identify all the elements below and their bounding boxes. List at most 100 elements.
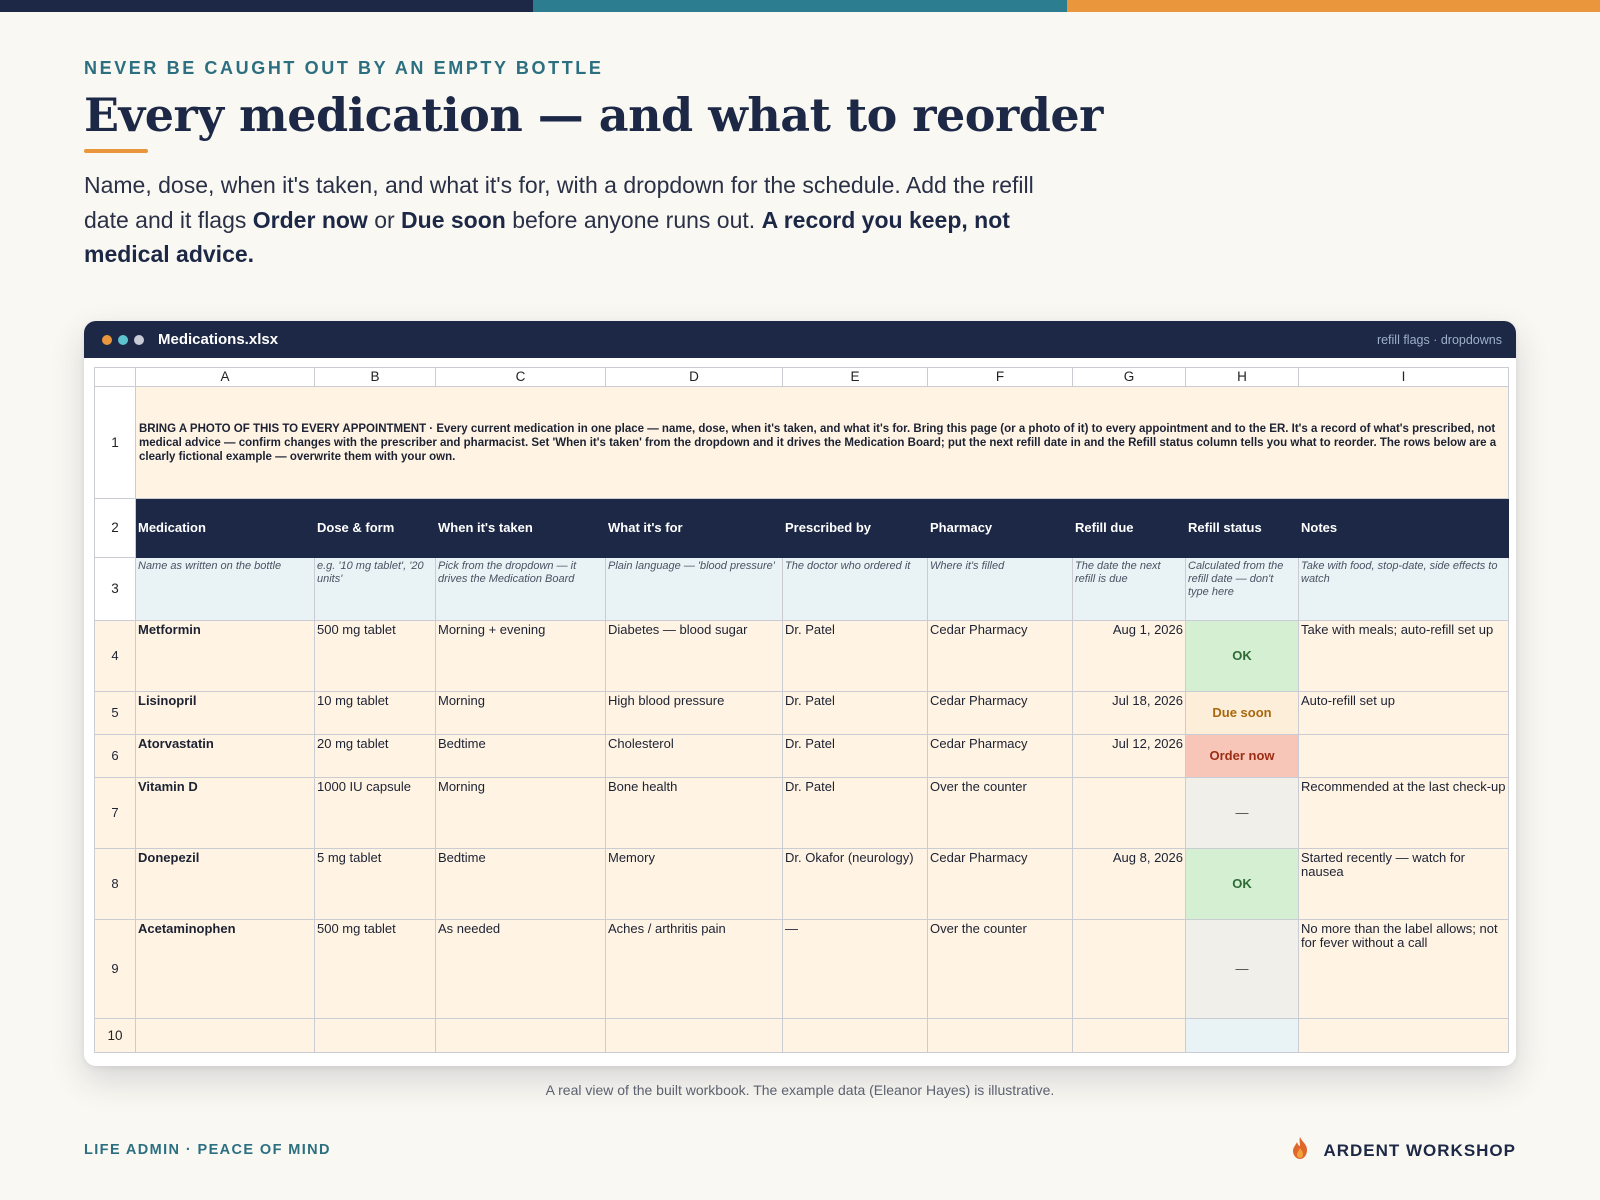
cell-purpose[interactable]: Memory: [605, 848, 783, 920]
row-number[interactable]: 2: [94, 498, 136, 558]
cell-purpose[interactable]: Bone health: [605, 777, 783, 849]
row-number[interactable]: 4: [94, 620, 136, 692]
status-badge[interactable]: Order now: [1185, 734, 1299, 778]
header-medication[interactable]: Medication: [135, 498, 315, 558]
cell-medication[interactable]: Vitamin D: [135, 777, 315, 849]
cell-when-dropdown[interactable]: Bedtime: [435, 848, 606, 920]
row-number[interactable]: 7: [94, 777, 136, 849]
cell-prescriber[interactable]: Dr. Patel: [782, 777, 928, 849]
cell-when-dropdown[interactable]: As needed: [435, 919, 606, 1019]
banner-cell[interactable]: BRING A PHOTO OF THIS TO EVERY APPOINTME…: [135, 386, 1509, 499]
cell-pharmacy[interactable]: Cedar Pharmacy: [927, 620, 1073, 692]
header-when[interactable]: When it's taken: [435, 498, 606, 558]
empty-cell[interactable]: [1185, 1018, 1299, 1053]
window-dot-orange[interactable]: [102, 334, 112, 345]
status-badge[interactable]: —: [1185, 919, 1299, 1019]
cell-dose[interactable]: 1000 IU capsule: [314, 777, 436, 849]
cell-notes[interactable]: Recommended at the last check-up: [1298, 777, 1509, 849]
hint-cell[interactable]: Name as written on the bottle: [135, 557, 315, 621]
row-number[interactable]: 10: [94, 1018, 136, 1053]
row-number[interactable]: 3: [94, 557, 136, 621]
hint-cell[interactable]: Where it's filled: [927, 557, 1073, 621]
row-number[interactable]: 5: [94, 691, 136, 735]
cell-notes[interactable]: No more than the label allows; not for f…: [1298, 919, 1509, 1019]
cell-pharmacy[interactable]: Cedar Pharmacy: [927, 734, 1073, 778]
status-badge[interactable]: —: [1185, 777, 1299, 849]
cell-dose[interactable]: 10 mg tablet: [314, 691, 436, 735]
cell-medication[interactable]: Donepezil: [135, 848, 315, 920]
hint-cell[interactable]: The date the next refill is due: [1072, 557, 1186, 621]
cell-purpose[interactable]: High blood pressure: [605, 691, 783, 735]
row-number[interactable]: 1: [94, 386, 136, 499]
cell-notes[interactable]: Auto-refill set up: [1298, 691, 1509, 735]
cell-dose[interactable]: 500 mg tablet: [314, 620, 436, 692]
header-prescriber[interactable]: Prescribed by: [782, 498, 928, 558]
cell-pharmacy[interactable]: Over the counter: [927, 777, 1073, 849]
empty-cell[interactable]: [782, 1018, 928, 1053]
cell-dose[interactable]: 500 mg tablet: [314, 919, 436, 1019]
hint-cell[interactable]: Take with food, stop-date, side effects …: [1298, 557, 1509, 621]
cell-medication[interactable]: Lisinopril: [135, 691, 315, 735]
header-refill-status[interactable]: Refill status: [1185, 498, 1299, 558]
cell-when-dropdown[interactable]: Morning: [435, 691, 606, 735]
status-badge[interactable]: Due soon: [1185, 691, 1299, 735]
row-number[interactable]: 6: [94, 734, 136, 778]
column-header-i[interactable]: I: [1298, 367, 1509, 387]
column-header-h[interactable]: H: [1185, 367, 1299, 387]
cell-refill-due[interactable]: Jul 12, 2026: [1072, 734, 1186, 778]
cell-prescriber[interactable]: Dr. Okafor (neurology): [782, 848, 928, 920]
column-header-e[interactable]: E: [782, 367, 928, 387]
column-header-g[interactable]: G: [1072, 367, 1186, 387]
cell-medication[interactable]: Atorvastatin: [135, 734, 315, 778]
cell-pharmacy[interactable]: Cedar Pharmacy: [927, 691, 1073, 735]
cell-prescriber[interactable]: Dr. Patel: [782, 691, 928, 735]
cell-refill-due[interactable]: [1072, 919, 1186, 1019]
header-refill-due[interactable]: Refill due: [1072, 498, 1186, 558]
cell-when-dropdown[interactable]: Morning + evening: [435, 620, 606, 692]
column-header-b[interactable]: B: [314, 367, 436, 387]
column-header-a[interactable]: A: [135, 367, 315, 387]
row-number[interactable]: 8: [94, 848, 136, 920]
empty-cell[interactable]: [135, 1018, 315, 1053]
hint-cell[interactable]: The doctor who ordered it: [782, 557, 928, 621]
cell-refill-due[interactable]: [1072, 777, 1186, 849]
cell-prescriber[interactable]: Dr. Patel: [782, 620, 928, 692]
column-header-f[interactable]: F: [927, 367, 1073, 387]
cell-pharmacy[interactable]: Cedar Pharmacy: [927, 848, 1073, 920]
hint-cell[interactable]: Pick from the dropdown — it drives the M…: [435, 557, 606, 621]
header-purpose[interactable]: What it's for: [605, 498, 783, 558]
cell-notes[interactable]: [1298, 734, 1509, 778]
cell-purpose[interactable]: Diabetes — blood sugar: [605, 620, 783, 692]
header-pharmacy[interactable]: Pharmacy: [927, 498, 1073, 558]
cell-refill-due[interactable]: Aug 1, 2026: [1072, 620, 1186, 692]
empty-cell[interactable]: [1298, 1018, 1509, 1053]
column-header-d[interactable]: D: [605, 367, 783, 387]
cell-when-dropdown[interactable]: Bedtime: [435, 734, 606, 778]
cell-when-dropdown[interactable]: Morning: [435, 777, 606, 849]
hint-cell[interactable]: Plain language — 'blood pressure': [605, 557, 783, 621]
cell-refill-due[interactable]: Jul 18, 2026: [1072, 691, 1186, 735]
header-dose[interactable]: Dose & form: [314, 498, 436, 558]
window-dot-grey[interactable]: [134, 334, 144, 345]
cell-medication[interactable]: Metformin: [135, 620, 315, 692]
cell-notes[interactable]: Started recently — watch for nausea: [1298, 848, 1509, 920]
empty-cell[interactable]: [435, 1018, 606, 1053]
cell-refill-due[interactable]: Aug 8, 2026: [1072, 848, 1186, 920]
cell-purpose[interactable]: Cholesterol: [605, 734, 783, 778]
empty-cell[interactable]: [605, 1018, 783, 1053]
cell-prescriber[interactable]: Dr. Patel: [782, 734, 928, 778]
cell-pharmacy[interactable]: Over the counter: [927, 919, 1073, 1019]
cell-medication[interactable]: Acetaminophen: [135, 919, 315, 1019]
cell-notes[interactable]: Take with meals; auto-refill set up: [1298, 620, 1509, 692]
status-badge[interactable]: OK: [1185, 620, 1299, 692]
hint-cell[interactable]: e.g. '10 mg tablet', '20 units': [314, 557, 436, 621]
status-badge[interactable]: OK: [1185, 848, 1299, 920]
cell-dose[interactable]: 20 mg tablet: [314, 734, 436, 778]
window-dot-teal[interactable]: [118, 334, 128, 345]
cell-prescriber[interactable]: —: [782, 919, 928, 1019]
hint-cell[interactable]: Calculated from the refill date — don't …: [1185, 557, 1299, 621]
cell-purpose[interactable]: Aches / arthritis pain: [605, 919, 783, 1019]
row-number[interactable]: 9: [94, 919, 136, 1019]
empty-cell[interactable]: [314, 1018, 436, 1053]
empty-cell[interactable]: [927, 1018, 1073, 1053]
